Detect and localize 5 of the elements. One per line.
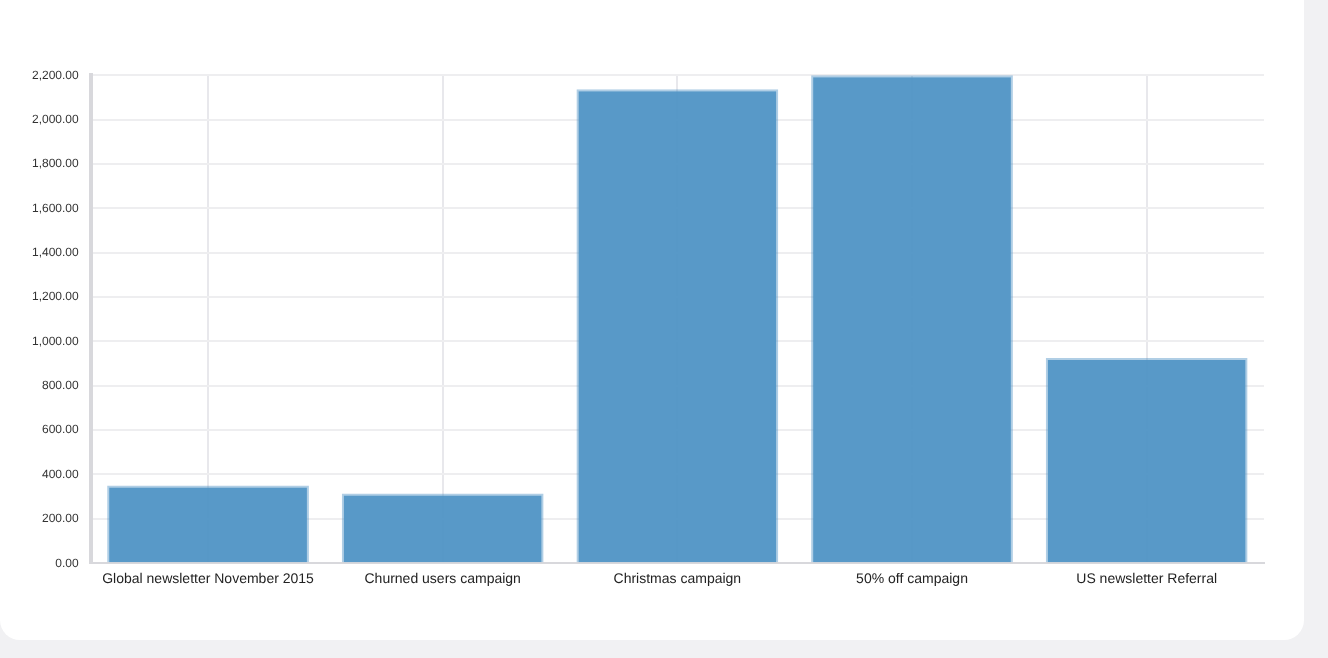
bar	[576, 89, 779, 563]
bar	[107, 485, 309, 563]
bar	[341, 493, 544, 563]
bar	[811, 75, 1013, 563]
bar	[1045, 358, 1248, 563]
